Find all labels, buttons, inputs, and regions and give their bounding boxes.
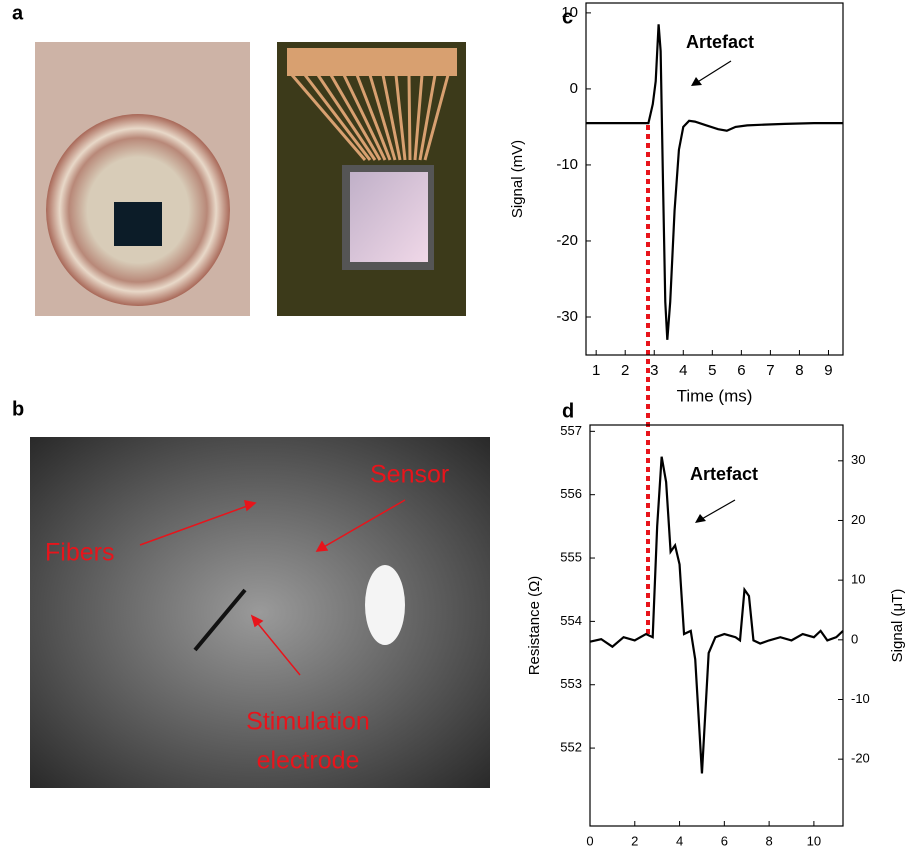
figure: Fibers Sensor Stimulation electrode a b … xyxy=(0,0,907,846)
x-tick-label: 0 xyxy=(586,833,593,846)
x-tick-label: 7 xyxy=(766,362,774,379)
y-tick-label: 554 xyxy=(560,613,582,628)
x-tick-label: 5 xyxy=(708,362,716,379)
sensor-chip xyxy=(114,202,162,246)
y-tick-label: -20 xyxy=(556,232,578,249)
line xyxy=(590,457,843,774)
plot-frame xyxy=(590,425,843,826)
stimulation-label: Stimulation xyxy=(246,708,370,736)
x-tick-label: 4 xyxy=(679,362,687,379)
y-axis-label: Resistance (Ω) xyxy=(526,576,543,676)
fibers-label: Fibers xyxy=(45,539,114,567)
y2-tick-label: -20 xyxy=(851,751,870,766)
annotation: Artefact xyxy=(690,464,758,484)
annotation-arrow xyxy=(700,500,735,520)
y2-tick-label: -10 xyxy=(851,691,870,706)
annotation-arrow-head xyxy=(695,514,706,523)
x-tick-label: 10 xyxy=(807,833,821,846)
stimulation-label: electrode xyxy=(257,747,360,775)
x-tick-label: 8 xyxy=(795,362,803,379)
plot-frame xyxy=(586,3,843,355)
y-tick-label: -30 xyxy=(556,308,578,325)
panel-label: a xyxy=(12,2,24,24)
panel-label: d xyxy=(562,400,574,422)
y2-tick-label: 0 xyxy=(851,631,858,646)
bright-spot xyxy=(365,565,405,645)
y2-axis-label: Signal (μT) xyxy=(889,589,906,663)
annotation-arrow xyxy=(696,61,731,83)
y-tick-label: 556 xyxy=(560,486,582,501)
y-tick-label: 557 xyxy=(560,423,582,438)
annotation-arrow-head xyxy=(691,77,702,86)
y-tick-label: 10 xyxy=(561,4,578,21)
y-tick-label: 555 xyxy=(560,549,582,564)
x-tick-label: 2 xyxy=(621,362,629,379)
x-tick-label: 9 xyxy=(824,362,832,379)
x-tick-label: 1 xyxy=(592,362,600,379)
x-tick-label: 2 xyxy=(631,833,638,846)
pads xyxy=(287,48,457,76)
x-tick-label: 3 xyxy=(650,362,658,379)
y-tick-label: -10 xyxy=(556,156,578,173)
y2-tick-label: 30 xyxy=(851,452,865,467)
chip xyxy=(350,172,428,262)
y-tick-label: 0 xyxy=(570,80,578,97)
panel-label: b xyxy=(12,398,24,420)
x-tick-label: 6 xyxy=(721,833,728,846)
y-tick-label: 552 xyxy=(560,740,582,755)
y-tick-label: 553 xyxy=(560,676,582,691)
annotation: Artefact xyxy=(686,32,754,52)
y2-tick-label: 10 xyxy=(851,572,865,587)
x-tick-label: 6 xyxy=(737,362,745,379)
sensor-label: Sensor xyxy=(370,461,449,489)
y-axis-label: Signal (mV) xyxy=(509,140,526,218)
y2-tick-label: 20 xyxy=(851,512,865,527)
x-tick-label: 8 xyxy=(765,833,772,846)
x-tick-label: 4 xyxy=(676,833,683,846)
x-axis-label: Time (ms) xyxy=(677,386,753,405)
